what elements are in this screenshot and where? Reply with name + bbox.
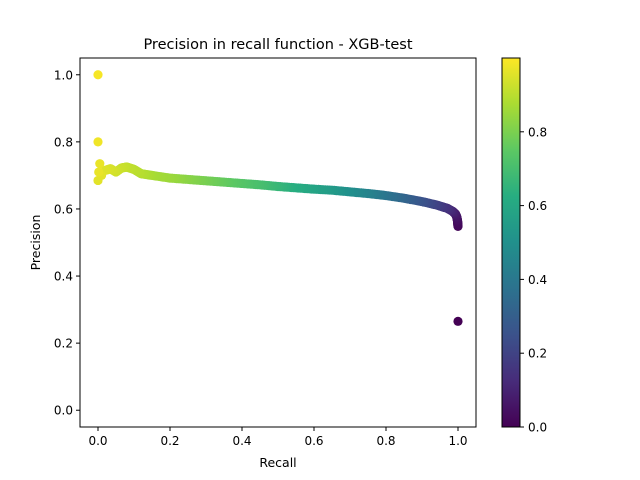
colorbar-tick-label: 0.4	[528, 273, 547, 287]
colorbar-tick-label: 0.8	[528, 125, 547, 139]
colorbar	[501, 57, 521, 428]
y-axis-label: Precision	[28, 215, 43, 271]
x-tick-label: 1.0	[448, 434, 467, 448]
scatter-point	[93, 137, 103, 147]
y-tick-label: 0.6	[54, 202, 73, 216]
x-tick-label: 0.4	[232, 434, 251, 448]
scatter-point	[93, 70, 103, 80]
y-tick-label: 0.8	[54, 135, 73, 149]
colorbar-ticks: 0.0 0.2 0.4 0.6 0.8	[520, 125, 547, 435]
x-axis-ticks: 0.0 0.2 0.4 0.6 0.8 1.0	[88, 427, 468, 448]
chart-title: Precision in recall function - XGB-test	[143, 37, 412, 53]
x-tick-label: 0.8	[376, 434, 395, 448]
y-axis-ticks: 0.0 0.2 0.4 0.6 0.8 1.0	[54, 68, 80, 418]
plot-area	[93, 70, 463, 326]
axes-frame	[79, 57, 477, 428]
y-tick-label: 0.0	[54, 404, 73, 418]
scatter-point	[94, 167, 104, 177]
scatter-point	[453, 316, 463, 326]
x-tick-label: 0.0	[88, 434, 107, 448]
colorbar-tick-label: 0.2	[528, 347, 547, 361]
y-tick-label: 1.0	[54, 68, 73, 82]
x-tick-label: 0.2	[160, 434, 179, 448]
colorbar-tick-label: 0.6	[528, 199, 547, 213]
x-tick-label: 0.6	[304, 434, 323, 448]
y-tick-label: 0.2	[54, 337, 73, 351]
x-axis-label: Recall	[259, 455, 296, 470]
y-tick-label: 0.4	[54, 270, 73, 284]
colorbar-tick-label: 0.0	[528, 421, 547, 435]
scatter-point	[95, 159, 105, 169]
